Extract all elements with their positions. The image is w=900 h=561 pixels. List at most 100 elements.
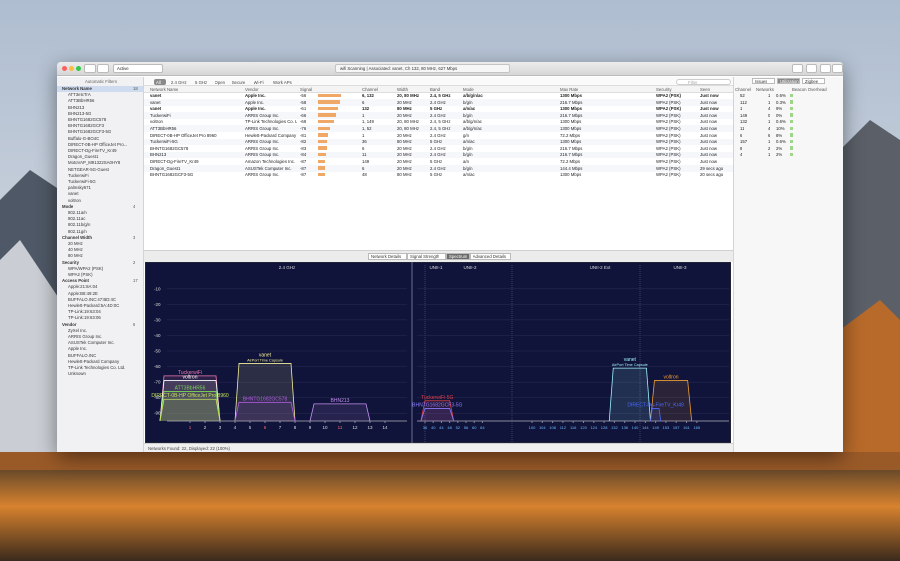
network-name[interactable]: DIRECT-Dg-FireTV_Kr49	[150, 159, 199, 164]
filter-group[interactable]: Network Name	[62, 86, 92, 91]
column-header[interactable]: Vendor	[245, 87, 259, 92]
detail-tab[interactable]	[446, 253, 470, 260]
column-header[interactable]: Band	[430, 87, 441, 92]
filter-item[interactable]: WPA2 (PSK)	[68, 272, 93, 277]
filter-item[interactable]: Dragon_Guest1	[68, 154, 99, 160]
network-name[interactable]: DIRECT-0B-HP OfficeJet Pro 8960	[150, 132, 217, 138]
filter-item[interactable]: TuckerwiFi	[68, 172, 89, 178]
column-header[interactable]: Security	[656, 87, 672, 92]
play-button[interactable]	[84, 64, 96, 73]
filter-group[interactable]: Access Point	[62, 278, 89, 284]
filter-tab[interactable]: All	[156, 79, 161, 85]
filter-item[interactable]: Hewlett-Packard:5A:4D:0C	[68, 303, 120, 308]
filter-item[interactable]: Unknown	[68, 371, 86, 377]
network-name[interactable]: vanet	[150, 106, 162, 112]
network-name[interactable]: BHNTG1682GC578	[150, 145, 189, 151]
panel-tab-label[interactable]: Utilization	[780, 78, 799, 84]
detail-tab-label[interactable]: Signal Strength	[410, 254, 440, 259]
mode-select-label[interactable]: Active	[117, 66, 129, 71]
filter-item[interactable]: 20 MHz	[68, 241, 83, 246]
filter-item[interactable]: ATT3BbHR56	[68, 98, 95, 104]
detail-tab-label[interactable]: Advanced Details	[472, 254, 507, 259]
filter-item[interactable]: Buffalo-G-BO4C	[68, 135, 100, 141]
filter-item[interactable]: TP-Link:19:63:06	[68, 315, 101, 321]
detail-tab[interactable]	[407, 253, 446, 260]
network-name[interactable]: BHN213	[150, 152, 167, 158]
view-button[interactable]	[792, 64, 803, 73]
filter-item[interactable]: 802.11b/g/n	[68, 222, 91, 228]
filter-item[interactable]: Apple Inc.	[68, 346, 88, 352]
detail-tab[interactable]	[368, 253, 407, 260]
filter-item[interactable]: TP-Link Technologies Co. Ltd.	[68, 365, 126, 370]
filter-item[interactable]: ARRIS Group Inc.	[68, 334, 103, 339]
filter-item[interactable]: Apple:21:8A:04	[68, 284, 98, 290]
filter-item[interactable]: WPA/WPA2 (PSK)	[68, 265, 104, 271]
filter-group[interactable]: Vendor	[62, 321, 77, 327]
network-name[interactable]: vanet	[150, 93, 162, 98]
mode-select[interactable]	[113, 64, 163, 73]
filter-tab[interactable]: Wi-Fi	[253, 79, 264, 85]
filter-item[interactable]: BHN213-5G	[68, 110, 92, 116]
filter-item[interactable]: 802.11g/n	[68, 228, 87, 234]
network-name[interactable]: ATT3BbHR56	[150, 126, 177, 131]
panel-tab[interactable]	[777, 77, 800, 84]
filter-item[interactable]: BUFFALO.INC	[68, 352, 97, 358]
filter-item[interactable]: BHNTG1682GCF3	[68, 123, 105, 129]
network-name[interactable]: Dragon_Guest1	[150, 165, 181, 171]
filter-tab[interactable]: Open	[214, 79, 226, 85]
filter-item[interactable]: 802.11a/n	[68, 210, 87, 215]
detail-tab-label[interactable]: Network Details	[371, 254, 402, 259]
network-name[interactable]: TuckerwiFi	[150, 112, 171, 118]
column-header[interactable]: Width	[397, 87, 408, 92]
filter-tab[interactable]: 5 GHz	[195, 79, 208, 85]
network-name[interactable]: voltron	[150, 119, 163, 125]
filter-item[interactable]: DIRECT-0B-HP OfficeJet Pro...	[68, 141, 128, 147]
panel-tab-label[interactable]: Issues	[755, 78, 768, 84]
window-button[interactable]	[69, 66, 74, 71]
filter-item[interactable]: MotoVAP_M91322SA0HY8	[68, 160, 121, 166]
panel-tab[interactable]	[752, 77, 775, 84]
filter-item[interactable]: ASUSTek Computer Inc.	[68, 340, 115, 346]
filter-item[interactable]: BUFFALO.INC:47:BD:4C	[68, 296, 116, 302]
filter-tab[interactable]: Work APs	[273, 79, 292, 85]
window-button[interactable]	[76, 66, 81, 71]
filter-item[interactable]: TP-Link:19:63:04	[68, 309, 101, 315]
filter-item[interactable]: voltron	[68, 197, 81, 203]
window-button[interactable]	[62, 66, 67, 71]
filter-group[interactable]: Mode	[62, 203, 74, 209]
filter-field[interactable]	[676, 78, 731, 85]
detail-tab-label[interactable]: Spectrum	[449, 254, 468, 259]
network-name[interactable]: vanet	[150, 99, 161, 105]
filter-item[interactable]: ZyXel Inc.	[68, 327, 88, 333]
view-button[interactable]	[832, 64, 843, 73]
filter-item[interactable]: DIRECT-Dg-FireTV_Kr49	[68, 148, 117, 153]
view-button[interactable]	[806, 64, 817, 73]
filter-item[interactable]: ATT3etcTrA	[68, 92, 91, 98]
filter-item[interactable]: 80 MHz	[68, 253, 83, 259]
network-name[interactable]: BHNTG1682GCF3-5G	[150, 172, 194, 178]
filter-item[interactable]: palmsky671	[68, 185, 91, 191]
filter-item[interactable]: NETGEAR-5G-Guest	[68, 166, 109, 172]
filter-item[interactable]: BHNTG1682GC578	[68, 117, 107, 122]
column-header[interactable]: Signal	[300, 87, 312, 92]
column-header[interactable]: Mode	[463, 87, 474, 92]
column-header[interactable]: Seen	[700, 87, 711, 92]
panel-tab[interactable]	[802, 77, 825, 84]
stop-button[interactable]	[97, 64, 109, 73]
filter-group[interactable]: Security	[62, 259, 79, 265]
filter-item[interactable]: 802.11ac	[68, 216, 86, 222]
filter-item[interactable]: vanet	[68, 191, 79, 197]
column-header[interactable]: Channel	[362, 87, 379, 92]
filter-item[interactable]: Apple:B8:49:2E	[68, 290, 98, 296]
detail-tab[interactable]	[469, 253, 511, 260]
column-header[interactable]: Network Name	[150, 87, 179, 92]
panel-tab-label[interactable]: Zigbee	[805, 78, 819, 84]
filter-item[interactable]: BHNTG1682GCF3-5G	[68, 129, 112, 135]
column-header[interactable]: Max Rate	[560, 87, 579, 92]
filter-item[interactable]: Hewlett-Packard Company	[68, 358, 120, 364]
view-button[interactable]	[820, 64, 831, 73]
filter-item[interactable]: BHN213	[68, 104, 85, 110]
filter-item[interactable]: 40 MHz	[68, 247, 83, 253]
filter-item[interactable]: TuckerwiFi-5G	[68, 179, 96, 184]
network-name[interactable]: TuckerwiFi-5G	[150, 139, 178, 145]
